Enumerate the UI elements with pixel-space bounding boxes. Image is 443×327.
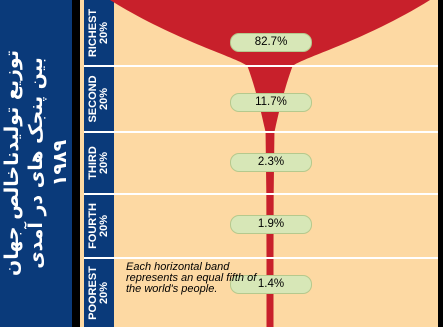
- value-label-richest: 82.7%: [230, 33, 312, 52]
- side-title-line-1: توزیع تولیدناخالص جهان: [0, 13, 24, 313]
- value-label-third: 2.3%: [230, 153, 312, 172]
- band-label-richest: RICHEST 20%: [86, 2, 112, 64]
- side-title-line-3: ۱۹۸۹: [48, 13, 72, 313]
- chart-note: Each horizontal band represents an equal…: [126, 262, 260, 295]
- band-label-fourth: FOURTH 20%: [86, 196, 112, 256]
- side-title-line-2: بین پنجک های در آمدی: [24, 13, 48, 313]
- value-label-fourth: 1.9%: [230, 215, 312, 234]
- band-label-second: SECOND 20%: [86, 68, 112, 130]
- band-label-poorest: POOREST 20%: [86, 260, 112, 325]
- value-label-second: 11.7%: [230, 93, 312, 112]
- side-title: توزیع تولیدناخالص جهان بین پنجک های در آ…: [0, 13, 72, 313]
- band-label-third: THIRD 20%: [86, 134, 112, 192]
- chart-frame: RICHEST 20% SECOND 20% THIRD 20% FOURTH 20% …: [80, 0, 438, 327]
- side-title-panel: توزیع تولیدناخالص جهان بین پنجک های در آ…: [0, 0, 72, 327]
